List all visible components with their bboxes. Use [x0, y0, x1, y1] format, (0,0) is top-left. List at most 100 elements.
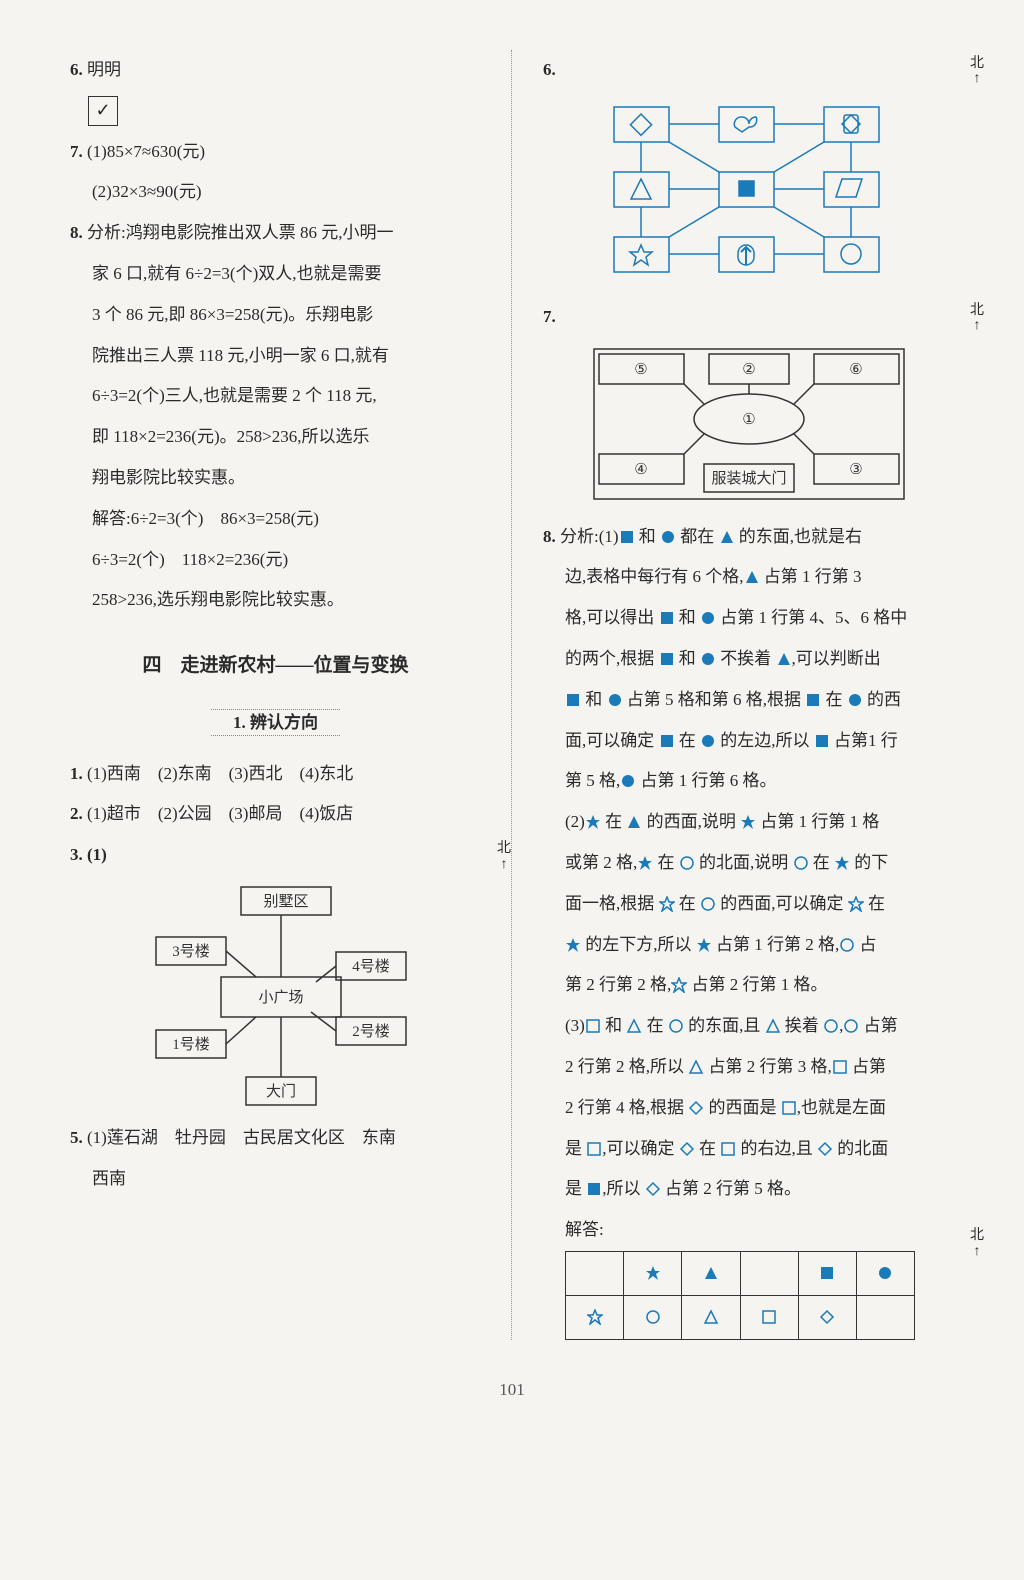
q2-text: (1)超市 (2)公园 (3)邮局 (4)饭店 — [87, 804, 353, 823]
triangle-outline-icon — [765, 1018, 781, 1034]
page: 6. 明明 ✓ 7. (1)85×7≈630(元) (2)32×3≈90(元) … — [70, 50, 954, 1340]
circle-fill-icon — [847, 692, 863, 708]
p14c: 占第 — [848, 1057, 886, 1076]
q8l-t1: 分析:鸿翔电影院推出双人票 86 元,小明一 — [87, 223, 393, 242]
star-outline-icon — [671, 977, 687, 993]
q6-diagram — [604, 97, 894, 287]
north-label-q8: 北 ↑ — [970, 1228, 984, 1259]
p13b: 和 — [601, 1016, 627, 1035]
q3-num: 3. (1) — [70, 845, 107, 864]
star-outline-icon — [848, 896, 864, 912]
triangle-fill-icon — [626, 814, 642, 830]
p8a: (2) — [565, 812, 585, 831]
circle-outline-icon — [700, 896, 716, 912]
q8-right: 8. 分析:(1) 和 都在 的东面,也就是右 边,表格中每行有 6 个格, 占… — [543, 517, 954, 1340]
p13d: 的东面,且 — [684, 1016, 765, 1035]
p11c: 占第 1 行第 2 格, — [712, 935, 840, 954]
p10c: 的西面,可以确定 — [716, 894, 848, 913]
p16b: ,可以确定 — [602, 1139, 679, 1158]
box-center: 小广场 — [258, 989, 303, 1006]
q3: 3. (1) 北 ↑ — [70, 835, 481, 1112]
p1d: 的东面,也就是右 — [735, 527, 863, 546]
p15c: ,也就是左面 — [797, 1098, 886, 1117]
q6r-num: 6. — [543, 60, 556, 79]
square-outline-icon — [761, 1309, 777, 1325]
lbl2: ② — [742, 362, 755, 378]
star-fill-icon — [585, 814, 601, 830]
q5: 5. (1)莲石湖 牡丹园 古民居文化区 东南 西南 — [70, 1118, 481, 1200]
square-outline-icon — [832, 1059, 848, 1075]
q8l-t3: 3 个 86 元,即 86×3=258(元)。乐翔电影 — [70, 295, 481, 336]
p17b: ,所以 — [602, 1179, 645, 1198]
p7a: 第 5 格, — [565, 771, 620, 790]
north-label-q6: 北 ↑ — [970, 56, 984, 87]
p10a: 面一格,根据 — [565, 894, 659, 913]
p2b: 占第 1 行第 3 — [760, 567, 862, 586]
triangle-outline-icon — [688, 1059, 704, 1075]
diamond-outline-icon — [688, 1100, 704, 1116]
p3b: 和 — [675, 608, 701, 627]
box-r2l: 1号楼 — [172, 1036, 210, 1053]
circle-outline-icon — [679, 855, 695, 871]
p6b: 在 — [675, 731, 701, 750]
q7-right: 7. 北 ↑ — [543, 297, 954, 509]
arrow-icon: ↑ — [974, 71, 981, 86]
q8r-num: 8. — [543, 527, 556, 546]
circle-fill-icon — [700, 733, 716, 749]
p4b: 和 — [675, 649, 701, 668]
p12a: 第 2 行第 2 格, — [565, 975, 671, 994]
page-number: 101 — [70, 1370, 954, 1411]
q8l-t2: 家 6 口,就有 6÷2=3(个)双人,也就是需要 — [70, 254, 481, 295]
q8-left: 8. 分析:鸿翔电影院推出双人票 86 元,小明一 家 6 口,就有 6÷2=3… — [70, 213, 481, 621]
north-text-q6: 北 — [970, 56, 984, 71]
circle-outline-icon — [823, 1018, 839, 1034]
p1a: 分析:(1) — [560, 527, 619, 546]
north-text-q8: 北 — [970, 1228, 984, 1243]
q7-l2: (2)32×3≈90(元) — [70, 172, 481, 213]
triangle-fill-icon — [719, 529, 735, 545]
square-fill-icon — [659, 610, 675, 626]
square-outline-icon — [586, 1141, 602, 1157]
square-outline-icon — [585, 1018, 601, 1034]
lbl4: ④ — [634, 462, 647, 478]
p16d: 的右边,且 — [736, 1139, 817, 1158]
circle-outline-icon — [668, 1018, 684, 1034]
north-text: 北 — [497, 841, 511, 856]
p11b: 的左下方,所以 — [581, 935, 696, 954]
subsection-text: 1. 辨认方向 — [211, 709, 340, 736]
p10d: 在 — [864, 894, 885, 913]
arrow-icon: ↑ — [501, 857, 508, 872]
circle-outline-icon — [843, 1018, 859, 1034]
q5-num: 5. — [70, 1128, 83, 1147]
p8d: 占第 1 行第 1 格 — [756, 812, 879, 831]
triangle-fill-icon — [703, 1265, 719, 1281]
p9d: 在 — [809, 853, 835, 872]
circle-fill-icon — [660, 529, 676, 545]
q5-l2: 西南 — [70, 1159, 481, 1200]
p5e: 的西 — [863, 690, 901, 709]
q6-label: 明明 — [87, 60, 121, 79]
p9a: 或第 2 格, — [565, 853, 637, 872]
p13a: (3) — [565, 1016, 585, 1035]
arrow-icon: ↑ — [974, 1244, 981, 1259]
p13e: 挨着 — [781, 1016, 824, 1035]
q7: 7. (1)85×7≈630(元) (2)32×3≈90(元) — [70, 132, 481, 214]
p4d: ,可以判断出 — [792, 649, 881, 668]
p9b: 在 — [653, 853, 679, 872]
q8l-num: 8. — [70, 223, 83, 242]
q3-diagram: 别墅区 3号楼 4号楼 小广场 1号楼 2号楼 大门 — [116, 882, 436, 1112]
p4a: 的两个,根据 — [565, 649, 659, 668]
p14b: 占第 2 行第 3 格, — [704, 1057, 832, 1076]
circle-fill-icon — [700, 651, 716, 667]
p5c: 占第 5 格和第 6 格,根据 — [623, 690, 806, 709]
q8l-t5: 6÷3=2(个)三人,也就是需要 2 个 118 元, — [70, 376, 481, 417]
star-fill-icon — [834, 855, 850, 871]
p16c: 在 — [695, 1139, 721, 1158]
star-outline-icon — [587, 1309, 603, 1325]
square-outline-icon — [720, 1141, 736, 1157]
circle-fill-icon — [700, 610, 716, 626]
table-row — [566, 1251, 915, 1295]
p17c: 占第 2 行第 5 格。 — [661, 1179, 801, 1198]
north-text-q7: 北 — [970, 303, 984, 318]
lbl6: ⑥ — [849, 362, 862, 378]
